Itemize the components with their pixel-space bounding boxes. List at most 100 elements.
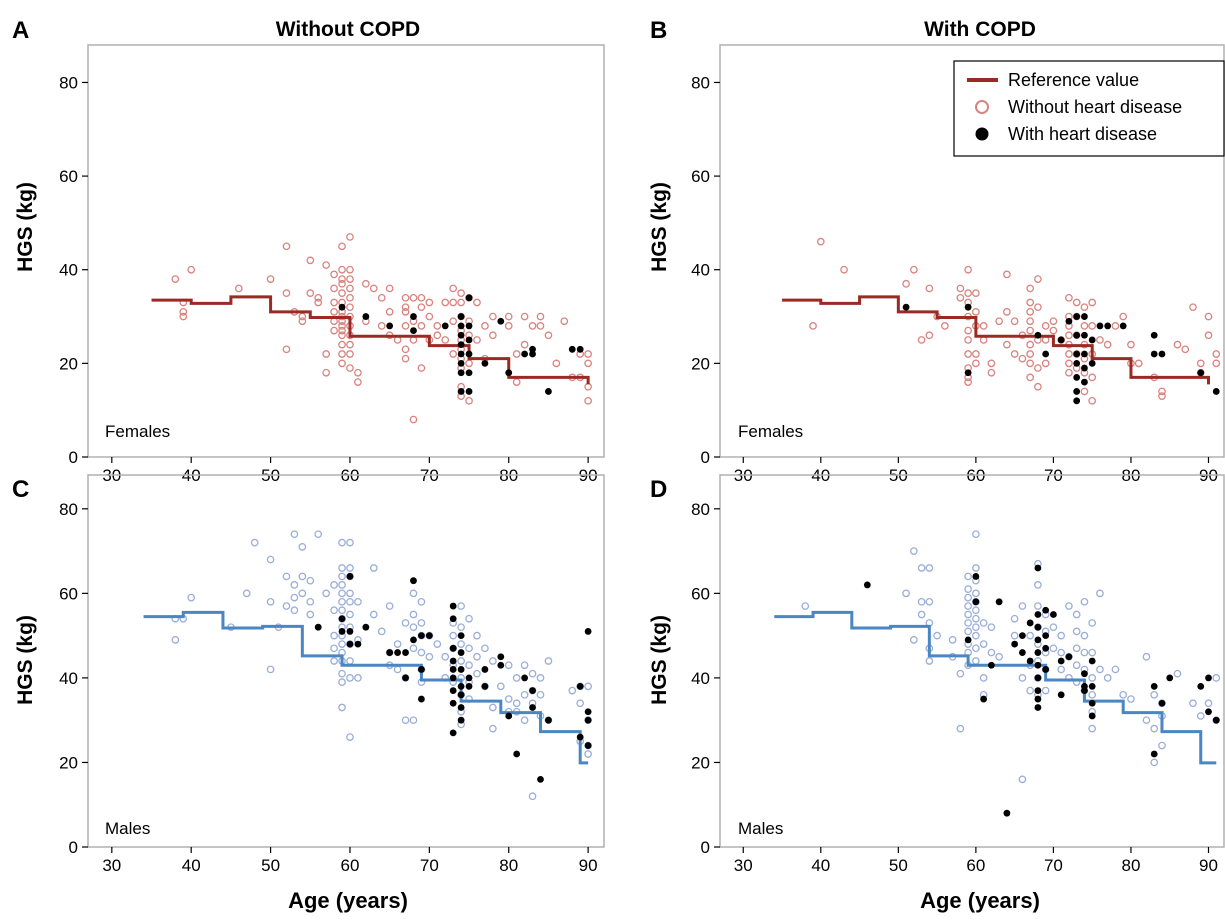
panel-d-point-without	[1010, 614, 1019, 623]
panel-d-point-with	[1212, 716, 1220, 724]
panel-c-point-without	[187, 593, 196, 602]
panel-b-point-without	[1034, 382, 1042, 391]
panel-a-point-without	[504, 322, 513, 330]
panel-c-point-without	[330, 644, 338, 653]
panel-a-point-without	[171, 275, 180, 283]
panel-b-point-without	[1158, 392, 1166, 400]
panel-d-point-without	[1158, 741, 1166, 750]
panel-d-point-without	[964, 602, 972, 610]
panel-b-point-without	[1080, 303, 1089, 312]
panel-c-point-with	[481, 682, 489, 690]
panel-d-point-without	[1088, 690, 1097, 699]
panel-a-point-with	[465, 336, 473, 344]
panel-c-point-without	[242, 589, 251, 598]
panel-c-point-without	[520, 661, 529, 670]
panel-a-point-with	[441, 322, 449, 330]
panel-d-point-without	[972, 564, 980, 572]
panel-a-point-with	[465, 322, 473, 330]
panel-a-point-without	[425, 298, 434, 307]
panel-d-point-without	[995, 652, 1003, 661]
legend-reference-label: Reference value	[1008, 70, 1139, 90]
panel-b-point-with	[902, 303, 910, 311]
panel-b-point-without	[1026, 284, 1035, 293]
panel-c-point-with	[529, 704, 536, 711]
panel-c-point-without	[282, 572, 291, 581]
panel-d-point-without	[917, 610, 926, 619]
panel-b-point-without	[941, 322, 949, 330]
panel-a-point-with	[465, 350, 473, 358]
panel-a-point-without	[401, 354, 410, 363]
panel-a-point-without	[179, 312, 188, 321]
panel-b-point-without	[1134, 359, 1143, 368]
panel-b-point-with	[1073, 397, 1081, 405]
panel-a-point-without	[465, 396, 473, 405]
panel-d-point-without	[964, 585, 972, 593]
panel-d-ytick-label: 20	[691, 753, 710, 772]
panel-c-point-without	[528, 792, 537, 801]
panel-d-point-without	[964, 593, 972, 602]
panel-c-point-with	[584, 716, 592, 724]
panel-d-point-without	[1034, 581, 1042, 589]
panel-a-ylabel: HGS (kg)	[14, 182, 37, 272]
panel-c-reference-line	[143, 610, 589, 765]
panel-b-point-without	[1010, 350, 1019, 358]
panel-d-point-without	[972, 589, 980, 598]
panel-a-point-without	[234, 284, 243, 293]
panel-c-point-with	[576, 733, 584, 741]
panel-d-point-without	[964, 619, 972, 627]
panel-a-point-without	[544, 331, 553, 340]
panel-c-point-without	[393, 640, 402, 648]
panel-a-point-with	[505, 369, 513, 377]
panel-b-point-with	[1073, 388, 1081, 395]
panel-b-point-without	[964, 350, 972, 358]
panel-b-point-without	[909, 265, 918, 274]
panel-c-point-without	[330, 657, 338, 665]
panel-c-ytick-label: 40	[59, 669, 78, 688]
panel-d-point-with	[1034, 636, 1042, 644]
panel-c-point-without	[536, 674, 545, 682]
panel-a-point-without	[338, 242, 346, 251]
panel-b-point-with	[1042, 350, 1050, 358]
panel-c-xlabel: Age (years)	[288, 888, 408, 913]
panel-d-sex-label: Males	[738, 819, 783, 838]
panel-c-point-without	[266, 665, 275, 674]
panel-b-point-without	[1026, 340, 1035, 349]
panel-c-point-without	[338, 581, 346, 589]
panel-c-point-without	[314, 530, 323, 539]
panel-d-point-with	[1042, 606, 1050, 614]
panel-b-point-without	[972, 359, 980, 368]
panel-c-point-without	[449, 631, 458, 640]
panel-d-point-without	[1065, 602, 1073, 610]
panel-a-point-without	[330, 326, 338, 335]
panel-b-point-without	[1003, 270, 1011, 279]
panel-a-point-without	[330, 317, 338, 326]
panel-d-point-without	[1057, 631, 1066, 640]
panel-a-point-without	[393, 336, 402, 344]
panel-c-point-without	[512, 699, 521, 708]
panel-c-point-without	[433, 640, 442, 648]
panel-c-point-without	[330, 631, 338, 640]
panel-b-point-without	[1049, 326, 1058, 335]
panel-a-point-without	[330, 308, 338, 316]
panel-c-xtick-label: 40	[182, 856, 201, 875]
panel-a-point-without	[473, 298, 481, 307]
panel-b-point-with	[1081, 364, 1088, 372]
panel-c-point-with	[576, 682, 584, 690]
panel-c-point-with	[402, 674, 409, 682]
panel-d-point-without	[1072, 644, 1081, 653]
panel-c-sex-label: Males	[105, 819, 150, 838]
panel-b: B With COPD HGS (kg) Females 02040608030…	[648, 17, 1225, 485]
panel-b-point-without	[1111, 322, 1120, 330]
panel-a-point-without	[346, 350, 354, 358]
panel-c-point-without	[266, 555, 275, 564]
panel-d-point-with	[863, 581, 871, 589]
panel-a-point-with	[457, 313, 465, 320]
panel-d-point-with	[1042, 644, 1050, 652]
panel-b-frame	[719, 44, 1225, 458]
panel-a-point-without	[401, 293, 410, 302]
panel-c-point-without	[346, 657, 354, 665]
panel-c-point-with	[418, 632, 425, 640]
panel-d-point-with	[1057, 657, 1065, 665]
panel-a-point-without	[401, 303, 410, 312]
panel-c-point-with	[410, 577, 417, 585]
